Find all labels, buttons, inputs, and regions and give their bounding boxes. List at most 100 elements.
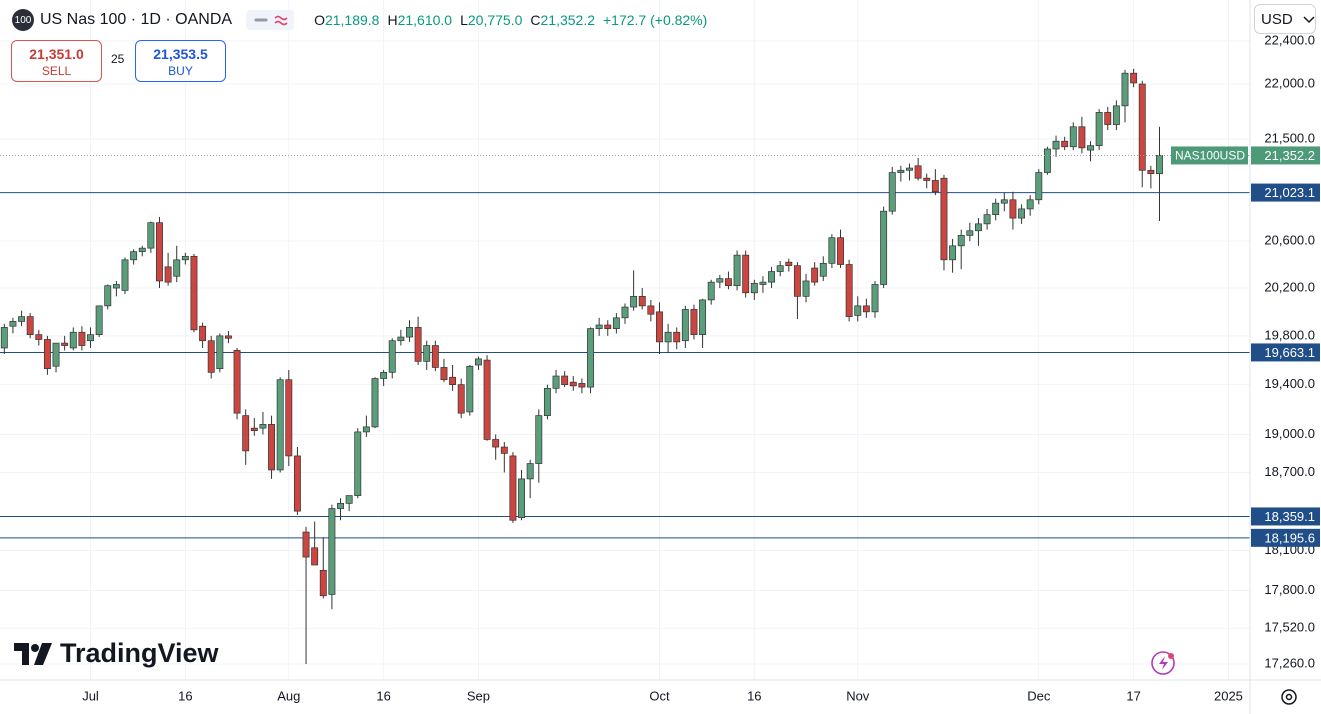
candle-body (1009, 199, 1017, 219)
candle-body (1000, 199, 1008, 204)
candle-body (147, 222, 155, 249)
candle-body (466, 365, 474, 413)
level-label: 21,023.1 (1264, 185, 1315, 200)
level-label: 18,195.6 (1264, 530, 1315, 545)
candle-body (112, 284, 120, 289)
candle-body (1061, 140, 1069, 148)
candle-body (121, 259, 129, 291)
y-tick-label: 17,260.0 (1264, 655, 1315, 670)
candle-body (156, 222, 163, 282)
candle-body (1018, 208, 1026, 219)
candle-body (793, 265, 801, 297)
candle-body (190, 255, 198, 331)
spread: 25 (111, 52, 125, 66)
candle-body (940, 177, 948, 261)
candle-body (949, 245, 957, 261)
candle-body (733, 254, 741, 287)
change: +172.7 (+0.82%) (603, 12, 708, 28)
candle-body (138, 247, 146, 252)
candle-body (345, 495, 353, 504)
candle-body (906, 167, 913, 171)
candle-body (561, 375, 569, 385)
candle-body (552, 375, 560, 389)
candle-body (966, 230, 974, 236)
candle-body (776, 265, 784, 272)
candle-body (1052, 140, 1060, 150)
candle-body (1138, 83, 1146, 171)
symbol-box (1171, 146, 1248, 165)
candle-body (1104, 112, 1112, 125)
candle-body (431, 345, 439, 368)
candle-body (845, 264, 853, 317)
candle-body (1087, 145, 1094, 151)
candle-body (888, 172, 896, 212)
candle-body (699, 299, 707, 335)
candle-body (914, 165, 922, 179)
symbol-name[interactable]: US Nas 100 · 1D · OANDA (40, 11, 233, 28)
candle-body (656, 311, 663, 343)
candle-body (500, 446, 508, 454)
ohlc-label: C (530, 12, 541, 28)
candle-body (414, 327, 422, 362)
ohlc-value: 20,775.0 (467, 12, 523, 28)
candle-body (276, 379, 284, 471)
candle-body (1095, 112, 1103, 146)
candle-body (130, 251, 138, 261)
level-label-box (1251, 343, 1320, 362)
candle-body (811, 267, 819, 283)
candle-body (259, 424, 267, 429)
level-label-box (1251, 183, 1320, 202)
candle-body (406, 327, 413, 338)
plot-area (0, 0, 1250, 680)
candle-body (621, 306, 629, 319)
x-tick-label: Oct (649, 688, 670, 703)
sell-label: SELL (41, 64, 72, 78)
y-tick-label: 19,000.0 (1264, 426, 1315, 441)
candle-body (897, 169, 905, 173)
candle-body (380, 372, 388, 379)
candle-body (95, 305, 103, 335)
buy-price: 21,353.5 (153, 46, 208, 62)
candle-body (173, 259, 181, 277)
candle-body (819, 262, 827, 277)
candle-body (983, 214, 991, 225)
candle-body (104, 285, 112, 307)
logo[interactable]: TradingView (14, 638, 219, 669)
last-price-label: 21,352.2 (1264, 148, 1315, 163)
level-label-box (1251, 528, 1320, 547)
y-tick-label: 22,400.0 (1264, 32, 1315, 47)
candle-body (242, 415, 250, 452)
currency-select[interactable]: USD (1254, 4, 1316, 34)
candle-body (604, 324, 612, 329)
symbol-label: NAS100USD (1175, 149, 1245, 163)
candle-body (224, 335, 232, 339)
candle-body (957, 235, 965, 247)
candle-body (681, 309, 689, 342)
ohlc-label: L (460, 12, 468, 28)
buy-button[interactable]: 21,353.5 BUY (135, 40, 226, 82)
candle-body (362, 426, 370, 433)
candle-body (319, 569, 327, 597)
y-tick-label: 19,800.0 (1264, 327, 1315, 342)
alert-icon[interactable] (1148, 648, 1178, 678)
ohlc-readout: O21,189.8 H21,610.0 L20,775.0 C21,352.2 +172… (314, 12, 707, 28)
logo-icon (14, 642, 52, 665)
candle-body (768, 271, 776, 283)
ohlc-label: O (314, 12, 325, 28)
settings-icon[interactable] (1277, 685, 1301, 709)
indicator-icons[interactable] (246, 10, 295, 30)
y-tick-label: 20,600.0 (1264, 233, 1315, 248)
y-tick-label: 17,520.0 (1264, 620, 1315, 635)
candle-body (931, 180, 939, 193)
candle-body (1130, 72, 1138, 84)
symbol-header: 100 US Nas 100 · 1D · OANDA O21,189.8 H21… (12, 8, 707, 32)
candle-body (724, 278, 732, 287)
candle-body (587, 328, 594, 388)
buy-label: BUY (168, 64, 193, 78)
candle-body (1147, 169, 1155, 175)
sell-button[interactable]: 21,351.0 SELL (11, 40, 102, 82)
level-label: 18,359.1 (1264, 509, 1315, 524)
candle-body (785, 261, 793, 267)
logo-text: TradingView (60, 638, 219, 668)
